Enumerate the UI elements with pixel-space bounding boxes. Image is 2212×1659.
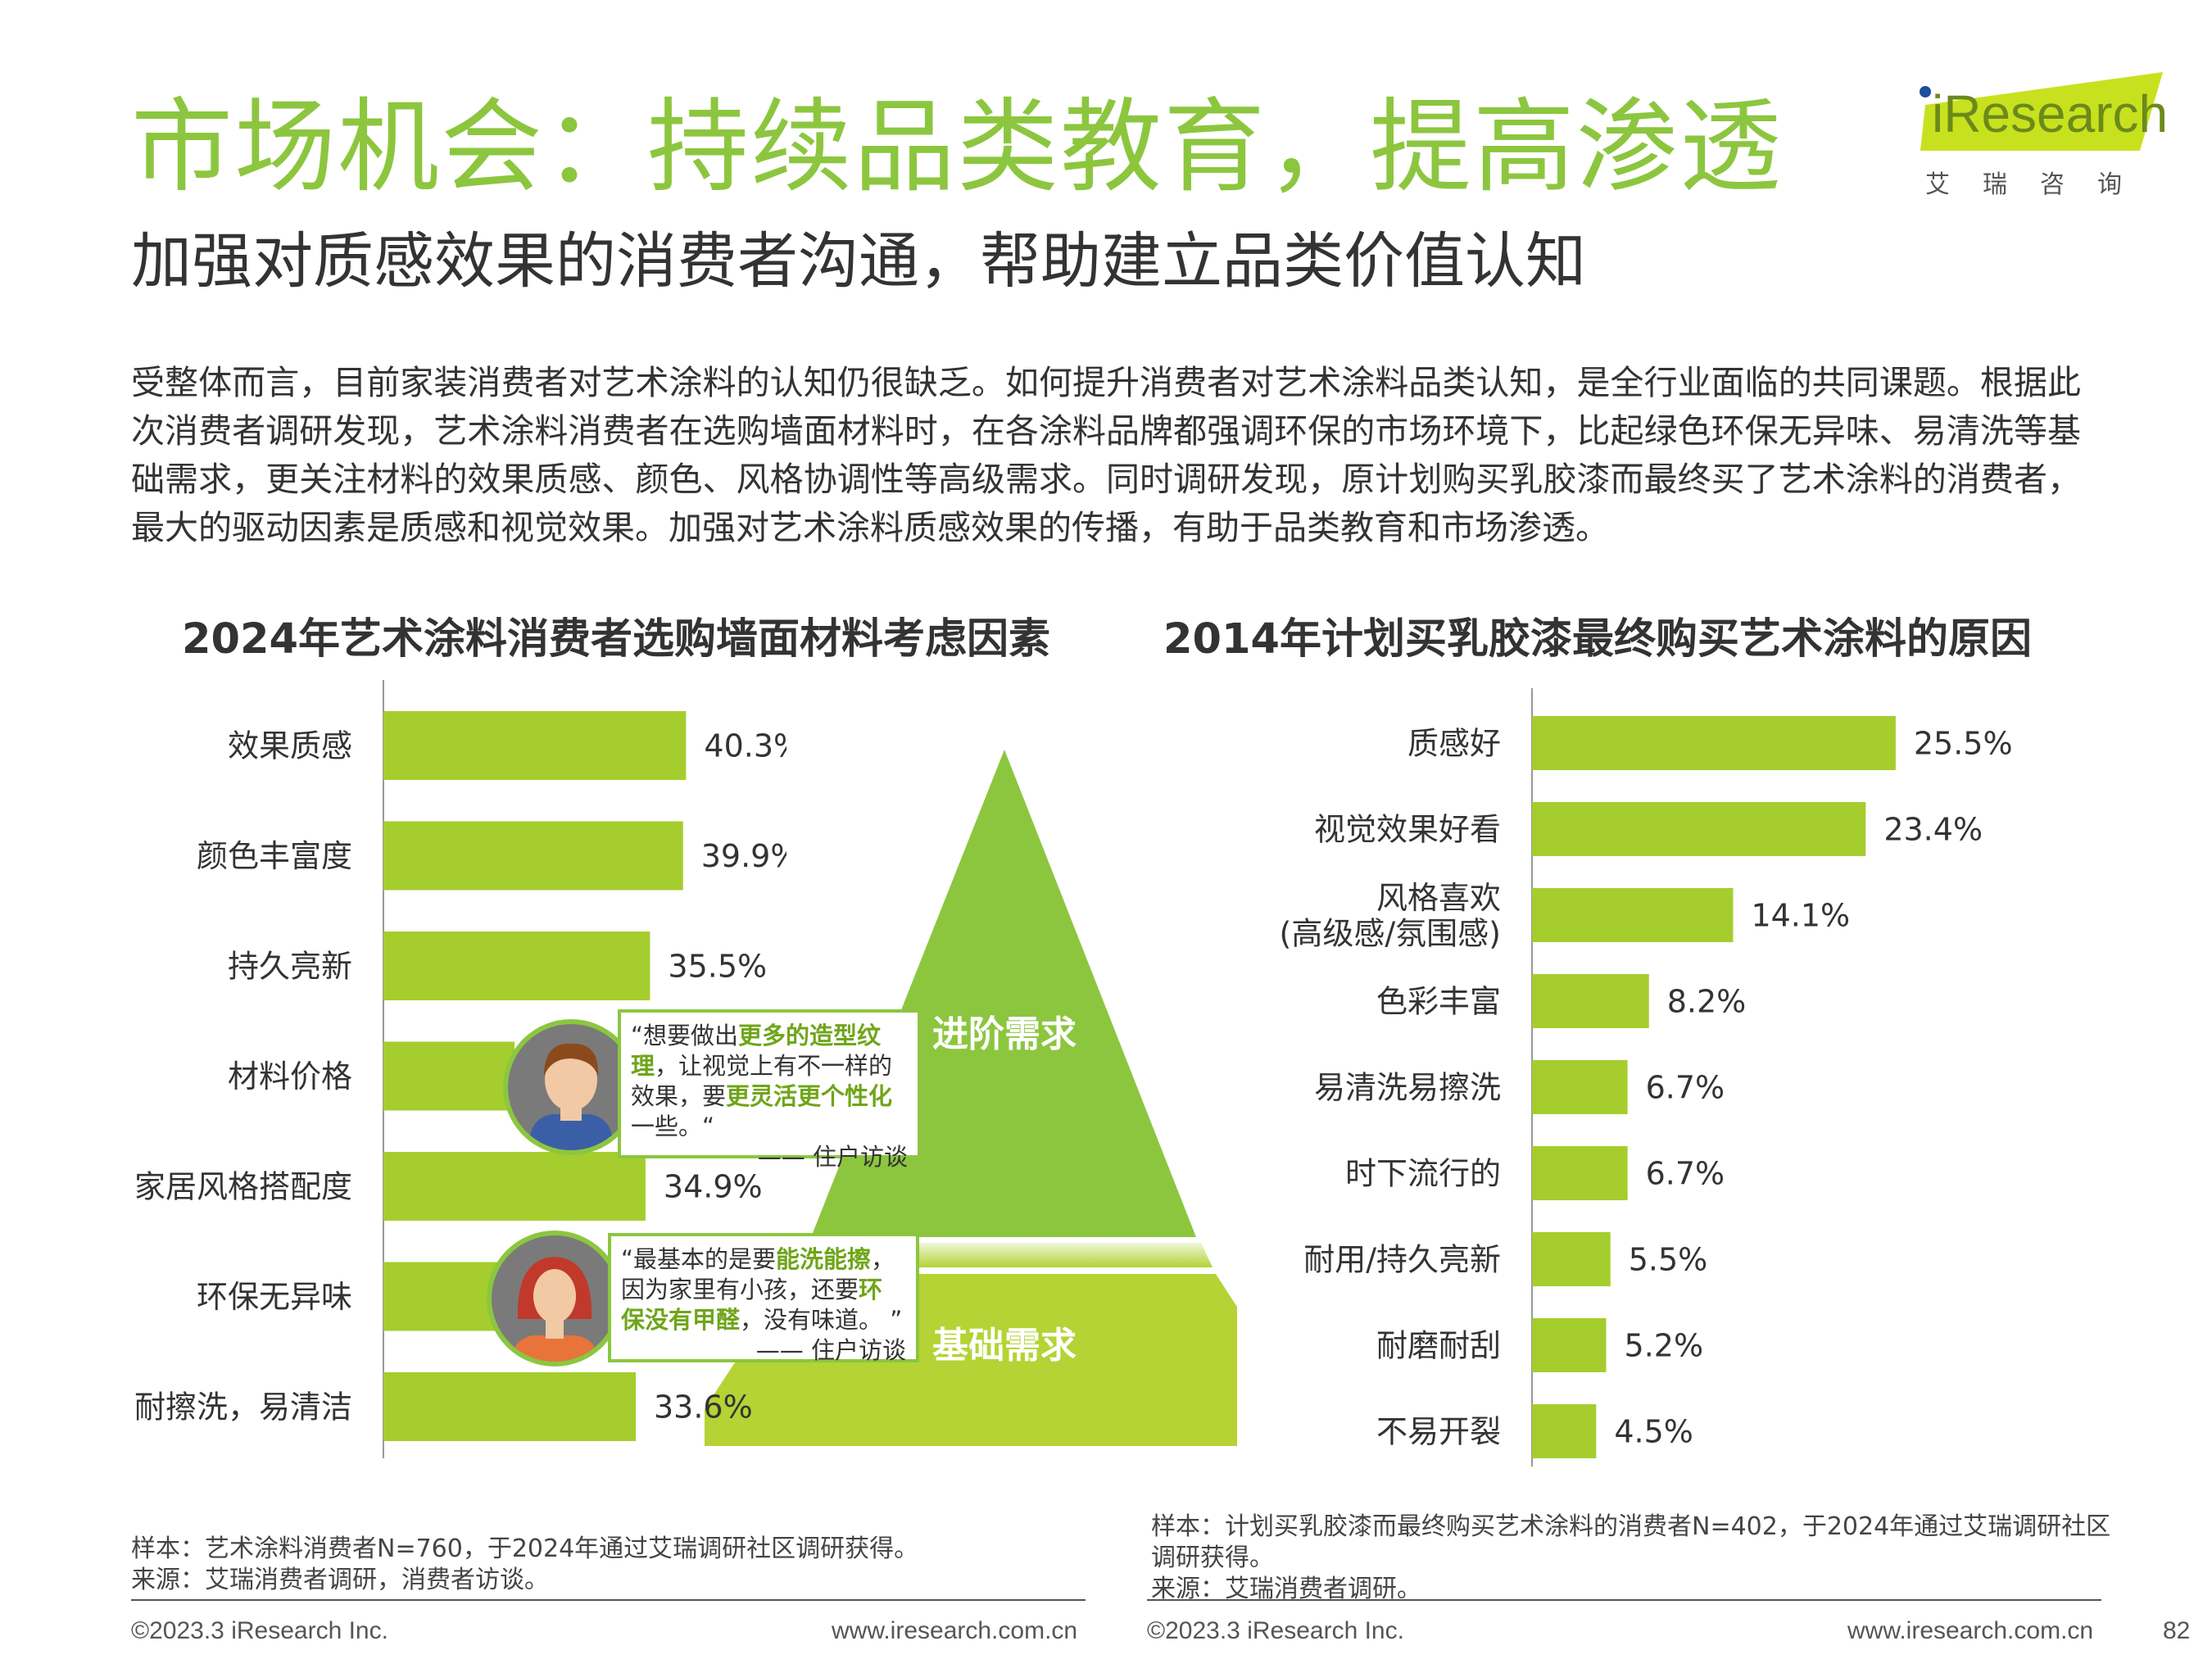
- value-label: 8.2%: [1667, 984, 1747, 1020]
- footer-copyright-left: ©2023.3 iResearch Inc.: [131, 1617, 388, 1644]
- quote-1-highlight-b: 更灵活更个性化: [726, 1082, 893, 1110]
- female-avatar: [487, 1231, 623, 1367]
- category-label: 环保无异味: [197, 1279, 352, 1315]
- logo-banner-shape: [1920, 72, 2163, 151]
- bar: [383, 1041, 514, 1111]
- footer-url-left[interactable]: www.iresearch.com.cn: [832, 1617, 1078, 1644]
- bar: [383, 931, 650, 1000]
- left-footer-divider: [131, 1599, 1086, 1601]
- value-label: 5.2%: [1625, 1328, 1704, 1364]
- value-label: 6.7%: [1646, 1070, 1725, 1106]
- category-label: 颜色丰富度: [197, 838, 352, 874]
- bar: [383, 1372, 636, 1441]
- bar: [1532, 888, 1734, 942]
- value-label: 6.7%: [1646, 1156, 1725, 1192]
- left-chart-title: 2024年艺术涂料消费者选购墙面材料考虑因素: [182, 615, 1050, 664]
- category-label: 质感好: [1407, 726, 1501, 762]
- iresearch-logo: iResearch 艾瑞咨询: [1909, 72, 2171, 199]
- right-source-note: 样本：计划买乳胶漆而最终购买艺术涂料的消费者N=402，于2024年通过艾瑞调研…: [1151, 1512, 2118, 1605]
- bar: [1532, 1318, 1607, 1372]
- category-label: 耐用/持久亮新: [1303, 1242, 1501, 1278]
- bar: [1532, 1232, 1611, 1286]
- left-source-line: 来源：艾瑞消费者调研，消费者访谈。: [131, 1566, 549, 1594]
- quote-1-text-b: ，让视觉上有不一样的效果，要: [631, 1052, 893, 1110]
- value-label: 33.6%: [654, 1389, 753, 1426]
- bar: [1532, 1060, 1628, 1114]
- category-label: 耐磨耐刮: [1376, 1328, 1501, 1364]
- left-sample-note: 样本：艺术涂料消费者N=760，于2024年通过艾瑞调研社区调研获得。: [131, 1534, 919, 1563]
- right-footer-divider: [1147, 1599, 2101, 1601]
- quote-1-text-a: “想要做出: [631, 1022, 739, 1049]
- quote-1-text-c: 一些。“: [631, 1113, 715, 1140]
- quote-2-highlight-b: 环保没有甲醛: [621, 1276, 883, 1334]
- category-label: 持久亮新: [228, 949, 352, 985]
- left-source-note: 样本：艺术涂料消费者N=760，于2024年通过艾瑞调研社区调研获得。 来源：艾…: [131, 1534, 1098, 1596]
- category-label: 风格喜欢(高级感/氛围感): [1280, 880, 1501, 952]
- category-label: 效果质感: [228, 728, 352, 764]
- quote-2-text-a: “最基本的是要: [621, 1245, 777, 1273]
- bar: [1532, 1146, 1628, 1200]
- footer-url-right[interactable]: www.iresearch.com.cn: [1847, 1617, 2094, 1644]
- pyramid-base-label: 基础需求: [932, 1325, 1077, 1367]
- quote-bubble-1: “想要做出更多的造型纹理，让视觉上有不一样的效果，要更灵活更个性化一些。“ ——…: [618, 1009, 921, 1171]
- page-subtitle: 加强对质感效果的消费者沟通，帮助建立品类价值认知: [131, 226, 1586, 297]
- value-label: 39.9%: [701, 838, 786, 874]
- category-label: 易清洗易擦洗: [1314, 1070, 1501, 1106]
- quote-2-text-c: ，没有味道。 ”: [740, 1306, 903, 1334]
- page-title: 市场机会：持续品类教育，提高渗透: [131, 88, 1784, 206]
- quote-bubble-2: “最基本的是要能洗能擦，因为家里有小孩，还要环保没有甲醛，没有味道。 ” —— …: [608, 1233, 919, 1364]
- body-paragraph: 受整体而言，目前家装消费者对艺术涂料的认知仍很缺乏。如何提升消费者对艺术涂料品类…: [131, 363, 2081, 547]
- category-label: 材料价格: [228, 1058, 352, 1095]
- quote-2-text-b: ，因为家里有小孩，还要: [621, 1245, 895, 1303]
- right-sample-note: 样本：计划买乳胶漆而最终购买艺术涂料的消费者N=402，于2024年通过艾瑞调研…: [1151, 1512, 2111, 1572]
- right-chart-title: 2014年计划买乳胶漆最终购买艺术涂料的原因: [1163, 615, 2032, 664]
- value-label: 14.1%: [1751, 898, 1850, 934]
- category-label: 家居风格搭配度: [134, 1169, 352, 1205]
- value-label: 40.3%: [704, 728, 786, 764]
- pyramid-top-label: 进阶需求: [932, 1013, 1077, 1055]
- logo-text: iResearch: [1932, 84, 2169, 143]
- value-label: 34.9%: [664, 1169, 763, 1205]
- quote-1-highlight-a: 更多的造型纹理: [631, 1022, 882, 1080]
- bar: [1532, 802, 1866, 856]
- right-bar-chart: 质感好 25.5% 视觉效果好看 23.4% 风格喜欢(高级感/氛围感) 14.1% 色彩丰…: [1280, 688, 2013, 1466]
- bar: [383, 711, 687, 780]
- value-label: 35.5%: [668, 949, 767, 985]
- quote-2-highlight-a: 能洗能擦: [776, 1245, 872, 1273]
- bar: [1532, 974, 1649, 1028]
- bar: [1532, 716, 1896, 770]
- category-label: 耐擦洗，易清洁: [134, 1389, 352, 1426]
- footer-copyright-right: ©2023.3 iResearch Inc.: [1147, 1617, 1404, 1644]
- value-label: 25.5%: [1914, 726, 2013, 762]
- page-number: 82: [2163, 1617, 2191, 1644]
- value-label: 5.5%: [1629, 1242, 1708, 1278]
- category-label: 视觉效果好看: [1314, 812, 1501, 848]
- category-label: 不易开裂: [1376, 1414, 1501, 1450]
- category-label: 色彩丰富: [1376, 984, 1501, 1020]
- logo-chinese-text: 艾瑞咨询: [1925, 170, 2155, 199]
- value-label: 4.5%: [1614, 1414, 1693, 1450]
- quote-2-source: —— 住户访谈: [755, 1336, 906, 1364]
- category-label: 时下流行的: [1345, 1156, 1501, 1192]
- bar: [383, 1152, 646, 1221]
- bar: [1532, 1404, 1597, 1458]
- value-label: 23.4%: [1883, 812, 1983, 848]
- right-source-line: 来源：艾瑞消费者调研。: [1151, 1575, 1421, 1603]
- quote-1-source: —— 住户访谈: [757, 1143, 908, 1171]
- bar: [383, 821, 683, 891]
